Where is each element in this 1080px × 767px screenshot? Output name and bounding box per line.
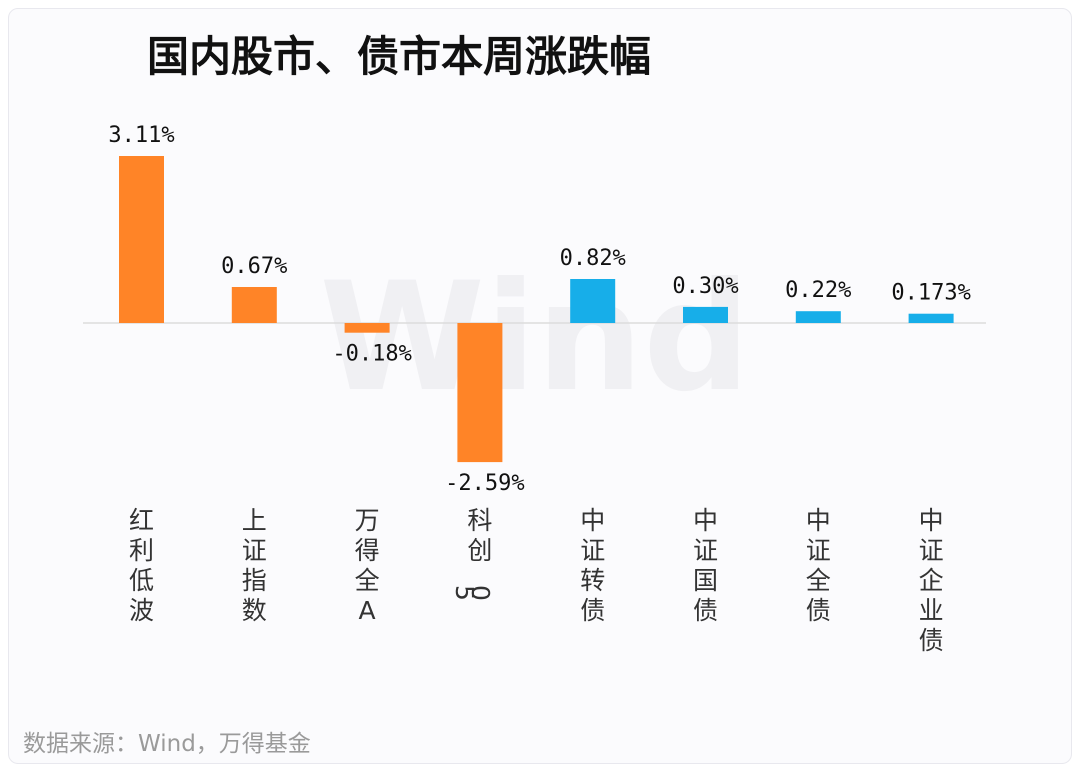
bars-group [119,156,954,463]
bar-5 [683,306,728,323]
bar-chart: Wind 国内股市、债市本周涨跌幅 3.11% 0.67% -0.18% -2.59%… [23,32,986,757]
value-label-3: -2.59% [445,471,524,496]
bar-7 [908,313,954,323]
category-label-3: 科创 50 [450,506,495,601]
value-label-6: 0.22% [785,278,851,303]
source-note: 数据来源：Wind，万得基金 [23,731,311,757]
category-label-2: 万得全 A [355,506,380,625]
category-label-4: 中证转债 [580,506,605,625]
bar-2 [344,323,390,333]
bar-1 [231,287,277,323]
bar-4 [570,279,616,323]
value-label-5: 0.30% [672,274,738,299]
chart-title: 国内股市、债市本周涨跌幅 [147,32,651,81]
bar-6 [795,311,841,323]
category-label-5: 中证国债 [693,506,718,625]
category-label-0: 红利低波 [129,506,154,625]
value-label-0: 3.11% [108,123,174,148]
category-labels-group: 红利低波 上证指数 万得全 A 科创 50 中证转债 中证国债 中证全债 中证企业债 [129,506,944,655]
value-label-7: 0.173% [891,281,970,306]
value-label-4: 0.82% [560,246,626,271]
value-label-1: 0.67% [221,254,287,279]
category-label-6: 中证全债 [806,506,831,625]
bar-3 [457,323,503,463]
category-label-7: 中证企业债 [919,506,944,655]
category-label-1: 上证指数 [242,506,267,625]
bar-0 [119,156,164,323]
value-label-2: -0.18% [332,342,411,367]
chart-card: Wind 国内股市、债市本周涨跌幅 3.11% 0.67% -0.18% -2.59%… [8,8,1072,764]
watermark-text: Wind [319,251,750,425]
value-labels-group: 3.11% 0.67% -0.18% -2.59% 0.82% 0.30% 0.22% 0.1… [108,123,970,496]
